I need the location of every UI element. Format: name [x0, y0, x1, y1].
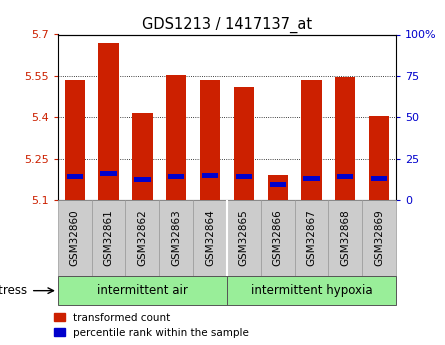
Bar	[227, 276, 396, 305]
Bar	[58, 276, 227, 305]
Text: GSM32863: GSM32863	[171, 210, 181, 266]
Text: intermittent hypoxia: intermittent hypoxia	[251, 284, 372, 297]
Bar	[362, 200, 396, 276]
Bar	[168, 174, 184, 179]
Text: GSM32866: GSM32866	[273, 210, 283, 266]
Legend: transformed count, percentile rank within the sample: transformed count, percentile rank withi…	[54, 313, 249, 338]
Text: GSM32860: GSM32860	[70, 210, 80, 266]
Bar	[267, 175, 288, 200]
Bar	[193, 200, 227, 276]
Bar	[98, 43, 119, 200]
Bar	[234, 87, 254, 200]
Bar	[337, 174, 353, 179]
Bar	[303, 176, 320, 180]
Bar	[369, 116, 389, 200]
Bar	[166, 75, 186, 200]
Bar	[261, 200, 295, 276]
Text: GSM32865: GSM32865	[239, 210, 249, 266]
Bar	[236, 174, 252, 179]
Bar	[295, 200, 328, 276]
Bar	[200, 80, 220, 200]
Text: GSM32869: GSM32869	[374, 210, 384, 266]
Text: GSM32864: GSM32864	[205, 210, 215, 266]
Bar	[101, 171, 117, 176]
Bar	[159, 200, 193, 276]
Bar	[134, 177, 150, 182]
Text: GSM32861: GSM32861	[104, 210, 113, 266]
Bar	[301, 80, 322, 200]
Title: GDS1213 / 1417137_at: GDS1213 / 1417137_at	[142, 17, 312, 33]
Bar	[335, 77, 356, 200]
Text: GSM32868: GSM32868	[340, 210, 350, 266]
Text: stress: stress	[0, 284, 28, 297]
Bar	[58, 200, 92, 276]
Bar	[67, 174, 83, 179]
Bar	[65, 80, 85, 200]
Bar	[328, 200, 362, 276]
Bar	[202, 173, 218, 178]
Bar	[125, 200, 159, 276]
Bar	[227, 200, 261, 276]
Bar	[270, 183, 286, 187]
Text: GSM32862: GSM32862	[138, 210, 147, 266]
Bar	[371, 176, 387, 180]
Text: GSM32867: GSM32867	[307, 210, 316, 266]
Text: intermittent air: intermittent air	[97, 284, 188, 297]
Bar	[132, 113, 153, 200]
Bar	[92, 200, 125, 276]
